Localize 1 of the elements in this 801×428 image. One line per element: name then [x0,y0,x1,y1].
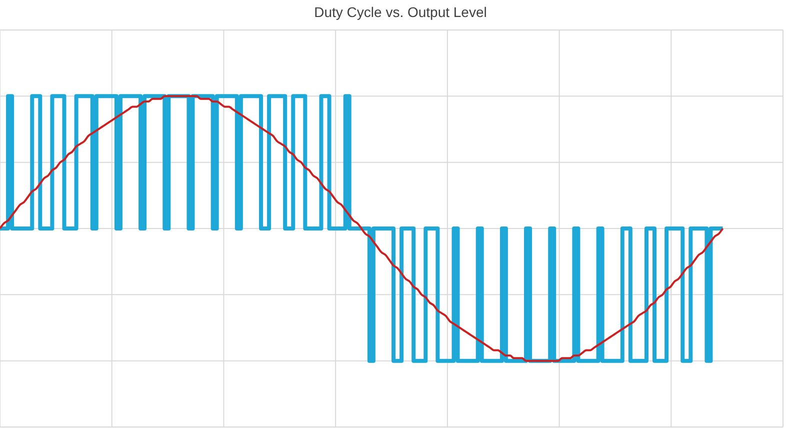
chart-title: Duty Cycle vs. Output Level [313,4,488,20]
